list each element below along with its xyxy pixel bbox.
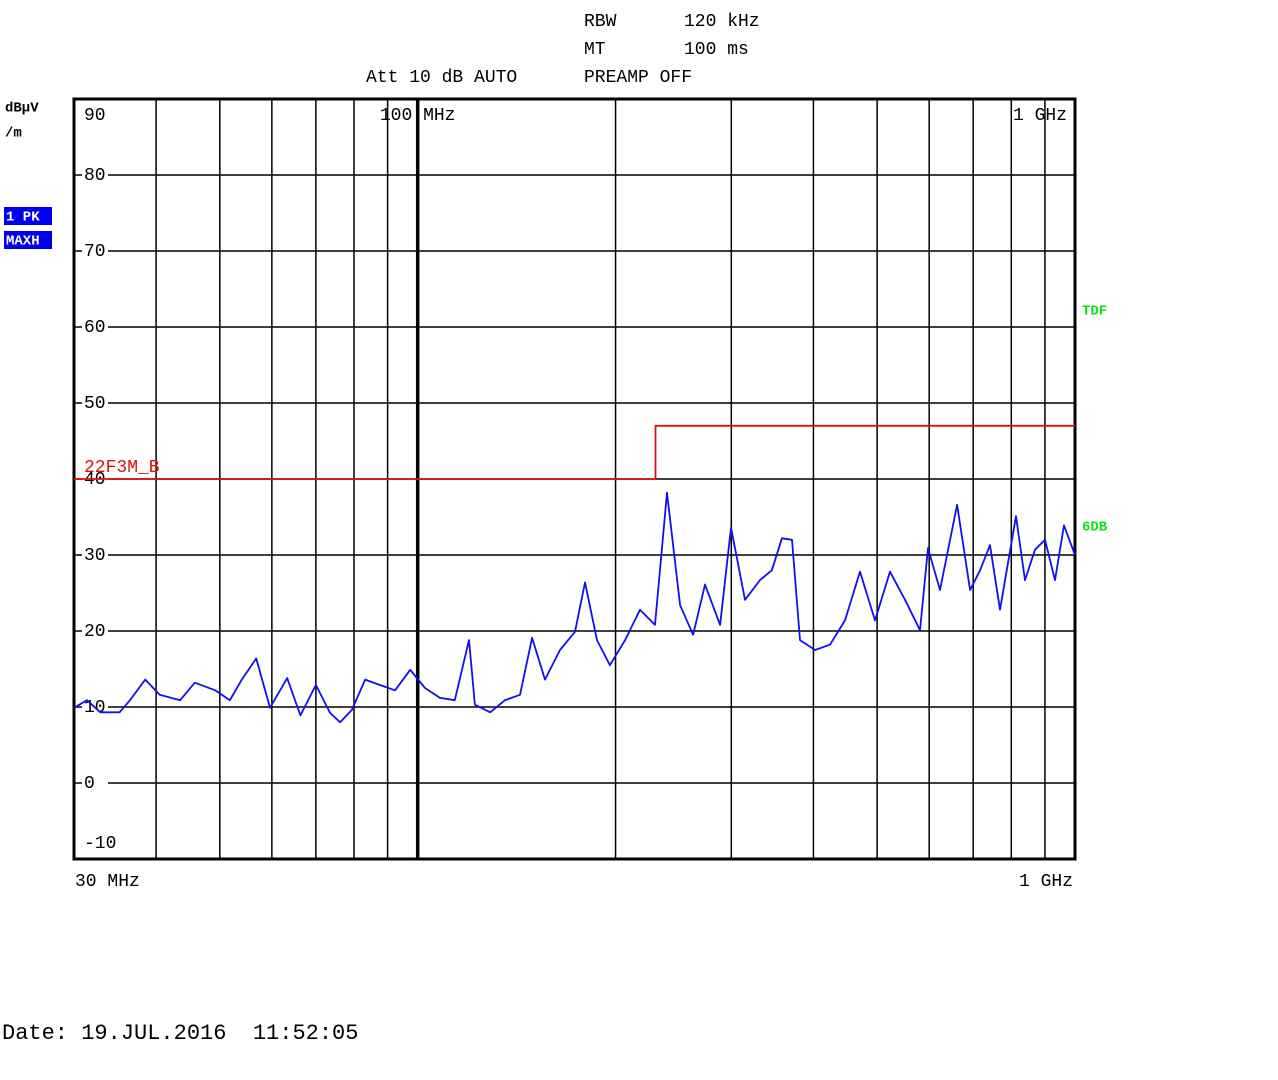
y-tick-label: 80 bbox=[84, 166, 106, 186]
label-bg bbox=[82, 834, 108, 852]
x-top-label: 1 GHz bbox=[1013, 106, 1067, 126]
x-tick-label: 1 GHz bbox=[1019, 872, 1073, 892]
y-unit: /m bbox=[5, 126, 22, 142]
label-bg bbox=[82, 394, 108, 412]
label-bg bbox=[82, 774, 108, 792]
label-bg bbox=[82, 242, 108, 260]
trace-badge: 1 PK bbox=[6, 210, 40, 226]
side-label: 6DB bbox=[1082, 520, 1108, 536]
side-label: TDF bbox=[1082, 304, 1107, 320]
preamp: PREAMP OFF bbox=[584, 68, 692, 88]
y-tick-label: 0 bbox=[84, 774, 95, 794]
label-bg bbox=[82, 546, 108, 564]
rbw-value: 120 kHz bbox=[684, 12, 760, 32]
mt-label: MT bbox=[584, 40, 606, 60]
y-unit: dBµV bbox=[5, 101, 39, 117]
label-bg bbox=[82, 106, 108, 124]
limit-label: 22F3M_B bbox=[84, 458, 160, 478]
badge-bg bbox=[4, 231, 52, 249]
series-line bbox=[74, 424, 1075, 480]
trace-badge: MAXH bbox=[6, 234, 40, 250]
date: Date: 19.JUL.2016 11:52:05 bbox=[2, 1021, 358, 1046]
x-top-label: 100 MHz bbox=[380, 106, 456, 126]
attenuation: Att 10 dB AUTO bbox=[366, 68, 517, 88]
y-tick-label: 90 bbox=[84, 106, 106, 126]
y-tick-label: 30 bbox=[84, 546, 106, 566]
label-bg bbox=[82, 622, 108, 640]
x-tick-label: 30 MHz bbox=[75, 872, 140, 892]
mt-value: 100 ms bbox=[684, 40, 749, 60]
label-bg bbox=[82, 166, 108, 184]
y-tick-label: 70 bbox=[84, 242, 106, 262]
badge-bg bbox=[4, 207, 52, 225]
rbw-label: RBW bbox=[584, 12, 617, 32]
series-line bbox=[73, 491, 1076, 724]
label-bg bbox=[82, 318, 108, 336]
y-tick-label: 50 bbox=[84, 394, 106, 414]
y-tick-label: 20 bbox=[84, 622, 106, 642]
y-tick-label: -10 bbox=[84, 834, 116, 854]
y-tick-label: 60 bbox=[84, 318, 106, 338]
